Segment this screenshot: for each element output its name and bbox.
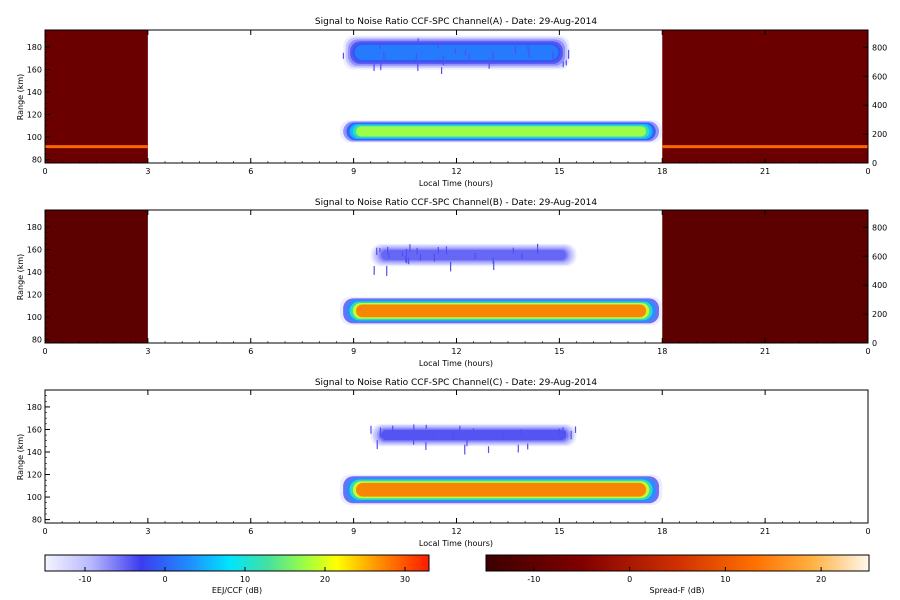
right-y-tick-label: 200 bbox=[872, 130, 887, 139]
panel-a-title: Signal to Noise Ratio CCF-SPC Channel(A)… bbox=[315, 17, 597, 27]
colorbar-tick-label: 0 bbox=[162, 575, 167, 584]
y-tick-label: 140 bbox=[27, 448, 42, 457]
right-y-tick-label: 0 bbox=[872, 159, 877, 168]
panel-c-ylabel: Range (km) bbox=[16, 434, 25, 481]
x-tick-label: 9 bbox=[351, 347, 356, 356]
x-tick-label: 12 bbox=[451, 527, 461, 536]
x-tick-label: 12 bbox=[451, 347, 461, 356]
colorbar-tick-label: 30 bbox=[400, 575, 410, 584]
y-tick-label: 180 bbox=[27, 403, 42, 412]
x-tick-label: 6 bbox=[248, 527, 253, 536]
colorbar-tick-label: 0 bbox=[627, 575, 632, 584]
panel-c-title: Signal to Noise Ratio CCF-SPC Channel(C)… bbox=[315, 378, 598, 388]
x-tick-label: 0 bbox=[865, 527, 870, 536]
colorbar-gradient bbox=[485, 554, 870, 572]
panel-a-plot: 0 3 6 9 12 15 18 21 0801001201401601800200400600… bbox=[27, 29, 887, 176]
echo-layer-band bbox=[381, 250, 567, 261]
panel-c-xlabel: Local Time (hours) bbox=[419, 539, 493, 548]
x-tick-label: 0 bbox=[42, 167, 47, 176]
panel-b-title: Signal to Noise Ratio CCF-SPC Channel(B)… bbox=[315, 198, 597, 208]
y-tick-label: 80 bbox=[32, 156, 42, 165]
eej-colorbar-label: EEJ/CCF (dB) bbox=[212, 586, 262, 595]
y-tick-label: 80 bbox=[32, 516, 42, 525]
panel-b-plot: 0 3 6 9 12 15 18 21 0801001201401601800200400600… bbox=[27, 209, 887, 356]
colorbar-tick-label: 20 bbox=[320, 575, 330, 584]
x-tick-label: 0 bbox=[42, 347, 47, 356]
right-y-tick-label: 400 bbox=[872, 101, 887, 110]
spread-f-block bbox=[662, 30, 868, 163]
spread-f-block bbox=[45, 210, 148, 343]
echo-layer-band bbox=[381, 430, 567, 441]
y-tick-label: 120 bbox=[27, 111, 42, 120]
y-tick-label: 140 bbox=[27, 268, 42, 277]
right-y-tick-label: 600 bbox=[872, 252, 887, 261]
x-tick-label: 18 bbox=[657, 527, 667, 536]
panel-c: Signal to Noise Ratio CCF-SPC Channel(C)… bbox=[16, 378, 871, 548]
y-tick-label: 160 bbox=[27, 245, 42, 254]
right-y-tick-label: 800 bbox=[872, 43, 887, 52]
echo-layer-band bbox=[356, 126, 647, 137]
x-tick-label: 18 bbox=[657, 167, 667, 176]
x-tick-label: 3 bbox=[145, 347, 150, 356]
eej-colorbar: -10 0 10 20 30 bbox=[44, 554, 430, 584]
y-tick-label: 80 bbox=[32, 336, 42, 345]
spread-f-block bbox=[662, 210, 868, 343]
y-tick-label: 180 bbox=[27, 43, 42, 52]
spread-f-colorbar-label: Spread-F (dB) bbox=[649, 586, 704, 595]
spread-f-echo-line bbox=[662, 145, 868, 149]
y-tick-label: 180 bbox=[27, 223, 42, 232]
x-tick-label: 12 bbox=[451, 167, 461, 176]
x-tick-label: 21 bbox=[760, 167, 770, 176]
panel-b-ylabel: Range (km) bbox=[16, 254, 25, 301]
colorbar-tick-label: -10 bbox=[527, 575, 540, 584]
x-tick-label: 15 bbox=[554, 347, 564, 356]
y-tick-label: 120 bbox=[27, 471, 42, 480]
x-tick-label: 15 bbox=[554, 167, 564, 176]
spread-f-colorbar: -10 0 10 20 bbox=[485, 554, 870, 584]
right-y-tick-label: 0 bbox=[872, 339, 877, 348]
panel-a: Signal to Noise Ratio CCF-SPC Channel(A)… bbox=[16, 17, 887, 188]
panel-b: Signal to Noise Ratio CCF-SPC Channel(B)… bbox=[16, 198, 887, 368]
y-tick-label: 100 bbox=[27, 493, 42, 502]
panel-a-xlabel: Local Time (hours) bbox=[419, 179, 493, 188]
right-y-tick-label: 200 bbox=[872, 310, 887, 319]
x-tick-label: 0 bbox=[865, 167, 870, 176]
x-tick-label: 15 bbox=[554, 527, 564, 536]
x-tick-label: 3 bbox=[145, 167, 150, 176]
colorbar-gradient bbox=[44, 554, 430, 572]
x-tick-label: 21 bbox=[760, 347, 770, 356]
spread-f-echo-line bbox=[45, 145, 148, 149]
x-tick-label: 21 bbox=[760, 527, 770, 536]
colorbar-tick-label: 10 bbox=[240, 575, 250, 584]
x-tick-label: 6 bbox=[248, 347, 253, 356]
x-tick-label: 0 bbox=[42, 527, 47, 536]
right-y-tick-label: 400 bbox=[872, 281, 887, 290]
echo-layer-band bbox=[354, 44, 559, 61]
x-tick-label: 9 bbox=[351, 167, 356, 176]
echo-layer-band bbox=[356, 304, 647, 318]
panel-b-xlabel: Local Time (hours) bbox=[419, 359, 493, 368]
y-tick-label: 100 bbox=[27, 313, 42, 322]
x-tick-label: 3 bbox=[145, 527, 150, 536]
colorbar-tick-label: -10 bbox=[78, 575, 91, 584]
y-tick-label: 160 bbox=[27, 65, 42, 74]
y-tick-label: 100 bbox=[27, 133, 42, 142]
right-y-tick-label: 600 bbox=[872, 72, 887, 81]
colorbar-tick-label: 20 bbox=[816, 575, 826, 584]
x-tick-label: 18 bbox=[657, 347, 667, 356]
x-tick-label: 0 bbox=[865, 347, 870, 356]
y-tick-label: 120 bbox=[27, 291, 42, 300]
x-tick-label: 9 bbox=[351, 527, 356, 536]
y-tick-label: 160 bbox=[27, 425, 42, 434]
x-tick-label: 6 bbox=[248, 167, 253, 176]
echo-layer-band bbox=[356, 482, 647, 497]
panel-a-ylabel: Range (km) bbox=[16, 74, 25, 121]
colorbar-tick-label: 10 bbox=[720, 575, 730, 584]
spread-f-block bbox=[45, 30, 148, 163]
y-tick-label: 140 bbox=[27, 88, 42, 97]
right-y-tick-label: 800 bbox=[872, 223, 887, 232]
